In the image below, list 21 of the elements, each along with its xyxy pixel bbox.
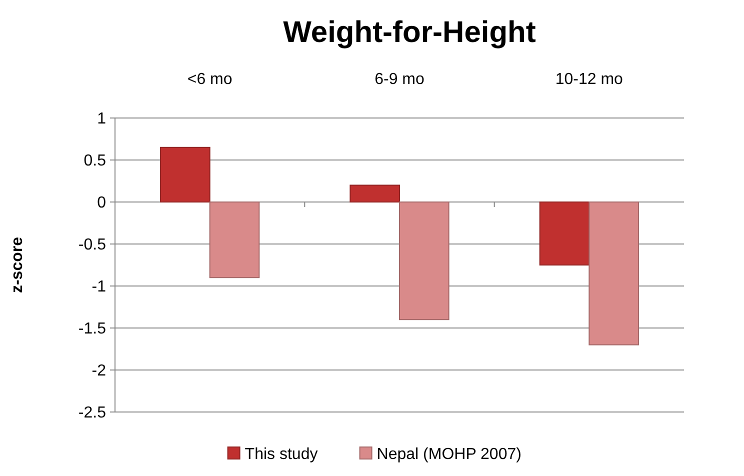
y-axis-title: z-score — [9, 236, 26, 294]
y-tick-label: 1 — [97, 110, 106, 128]
y-tick-label: -1.5 — [78, 320, 106, 338]
y-tick-label: -2 — [92, 362, 106, 380]
y-tick-label: -1 — [92, 278, 106, 296]
y-tick-label: -0.5 — [78, 236, 106, 254]
x-tick-label: 6-9 mo — [374, 71, 424, 88]
y-tick-label: 0 — [97, 194, 106, 212]
bar — [539, 202, 590, 266]
y-tick-label: -2.5 — [78, 404, 106, 422]
y-tick-label: 0.5 — [84, 152, 106, 170]
bar — [350, 184, 400, 202]
bar — [588, 202, 639, 346]
legend-label: This study — [244, 446, 318, 463]
bar — [209, 202, 260, 278]
bar — [399, 202, 450, 320]
legend-label: Nepal (MOHP 2007) — [376, 446, 522, 463]
x-tick-label: 10-12 mo — [555, 71, 624, 88]
chart-title: Weight-for-Height — [283, 16, 536, 49]
x-tick-label: <6 mo — [187, 71, 232, 88]
bar — [160, 146, 210, 202]
